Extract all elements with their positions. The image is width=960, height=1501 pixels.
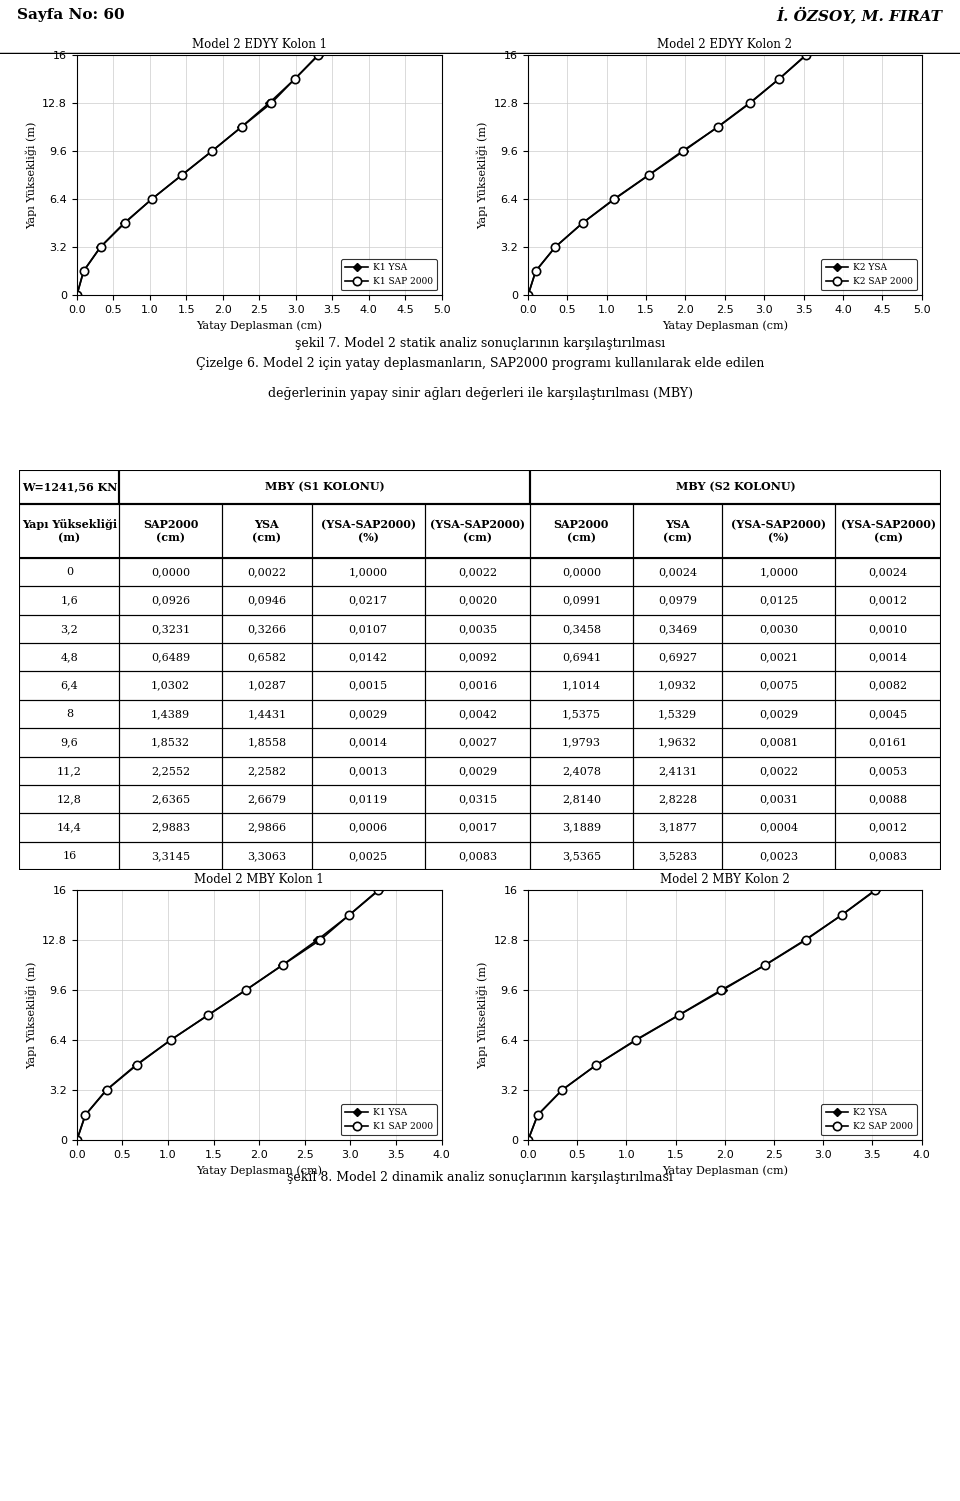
- Text: (YSA-SAP2000)
(%): (YSA-SAP2000) (%): [321, 519, 416, 543]
- K1 YSA: [95, 239, 107, 257]
- K2 SAP 2000: [532, 1106, 543, 1124]
- Text: 1,5375: 1,5375: [562, 708, 601, 719]
- Text: 0,0142: 0,0142: [348, 653, 388, 662]
- K2 SAP 2000: [549, 239, 561, 257]
- K1 SAP 2000: [289, 71, 300, 89]
- Text: 3,5283: 3,5283: [658, 851, 697, 860]
- Text: 2,6365: 2,6365: [151, 794, 190, 805]
- Text: 2,6679: 2,6679: [248, 794, 286, 805]
- K1 YSA: [240, 982, 252, 1000]
- Text: 0,0016: 0,0016: [458, 680, 497, 690]
- Legend: K1 YSA, K1 SAP 2000: K1 YSA, K1 SAP 2000: [341, 260, 437, 291]
- K2 SAP 2000: [800, 47, 811, 65]
- Text: Çizelge 6. Model 2 için yatay deplasmanların, SAP2000 programı kullanılarak elde: Çizelge 6. Model 2 için yatay deplasmanl…: [196, 357, 764, 369]
- Line: K1 YSA: K1 YSA: [74, 887, 382, 1144]
- Text: 0,0075: 0,0075: [759, 680, 799, 690]
- K2 YSA: [678, 143, 689, 161]
- Text: 0,0017: 0,0017: [458, 823, 497, 833]
- K1 YSA: [344, 907, 355, 925]
- K1 SAP 2000: [177, 167, 188, 185]
- Text: SAP2000
(cm): SAP2000 (cm): [143, 519, 199, 543]
- K1 SAP 2000: [314, 931, 325, 949]
- X-axis label: Yatay Deplasman (cm): Yatay Deplasman (cm): [661, 1165, 788, 1175]
- Text: MBY (S2 KOLONU): MBY (S2 KOLONU): [676, 482, 795, 492]
- Text: 12,8: 12,8: [57, 794, 82, 805]
- Text: 0,0083: 0,0083: [458, 851, 497, 860]
- Text: 0,0013: 0,0013: [348, 766, 388, 776]
- K2 SAP 2000: [773, 71, 784, 89]
- Text: 11,2: 11,2: [57, 766, 82, 776]
- Text: 1,1014: 1,1014: [562, 680, 601, 690]
- Text: 2,8228: 2,8228: [658, 794, 697, 805]
- K2 SAP 2000: [673, 1006, 684, 1024]
- K1 SAP 2000: [277, 956, 289, 974]
- K1 SAP 2000: [372, 881, 384, 899]
- K1 YSA: [146, 191, 157, 209]
- Text: 0,0315: 0,0315: [458, 794, 497, 805]
- Y-axis label: Yapı Yüksekliği (m): Yapı Yüksekliği (m): [476, 961, 488, 1069]
- Text: 0,0014: 0,0014: [348, 737, 388, 747]
- Text: Sayfa No: 60: Sayfa No: 60: [17, 8, 125, 23]
- Text: 0,0082: 0,0082: [869, 680, 907, 690]
- Text: 0,0979: 0,0979: [658, 596, 697, 605]
- Text: 2,4131: 2,4131: [658, 766, 697, 776]
- K2 YSA: [744, 95, 756, 113]
- Text: 0,0119: 0,0119: [348, 794, 388, 805]
- K1 YSA: [263, 95, 275, 113]
- K1 YSA: [71, 1130, 83, 1148]
- Text: W=1241,56 KN: W=1241,56 KN: [22, 482, 117, 492]
- Text: 0,6941: 0,6941: [562, 653, 601, 662]
- Text: 0,0024: 0,0024: [658, 567, 697, 578]
- Text: 0,3469: 0,3469: [658, 624, 697, 633]
- Text: 2,9866: 2,9866: [247, 823, 286, 833]
- Text: 2,9883: 2,9883: [151, 823, 190, 833]
- K2 SAP 2000: [590, 1057, 602, 1075]
- K2 YSA: [711, 119, 723, 137]
- Text: 3,1889: 3,1889: [562, 823, 601, 833]
- Text: 0,0015: 0,0015: [348, 680, 388, 690]
- Text: 0,0946: 0,0946: [247, 596, 286, 605]
- Text: şekil 8. Model 2 dinamik analiz sonuçlarının karşılaştırılması: şekil 8. Model 2 dinamik analiz sonuçlar…: [287, 1171, 673, 1184]
- Text: 0,6927: 0,6927: [658, 653, 697, 662]
- X-axis label: Yatay Deplasman (cm): Yatay Deplasman (cm): [661, 320, 788, 330]
- Text: 3,3063: 3,3063: [247, 851, 286, 860]
- K2 SAP 2000: [712, 119, 724, 137]
- Text: 0,0107: 0,0107: [348, 624, 388, 633]
- K2 SAP 2000: [715, 982, 727, 1000]
- Line: K1 YSA: K1 YSA: [74, 53, 322, 299]
- Text: 3,5365: 3,5365: [562, 851, 601, 860]
- K1 SAP 2000: [132, 1057, 143, 1075]
- Text: 0,0027: 0,0027: [458, 737, 497, 747]
- Text: 2,2552: 2,2552: [151, 766, 190, 776]
- K2 SAP 2000: [643, 167, 655, 185]
- K2 SAP 2000: [677, 143, 688, 161]
- Text: 2,2582: 2,2582: [247, 766, 286, 776]
- Text: 0,0035: 0,0035: [458, 624, 497, 633]
- K1 SAP 2000: [101, 1081, 112, 1099]
- K2 SAP 2000: [522, 287, 534, 305]
- Text: 0,0042: 0,0042: [458, 708, 497, 719]
- K2 SAP 2000: [609, 191, 620, 209]
- Text: 0,0012: 0,0012: [869, 596, 907, 605]
- K2 YSA: [522, 287, 534, 305]
- Text: YSA
(cm): YSA (cm): [663, 519, 692, 543]
- Text: 0,0006: 0,0006: [348, 823, 388, 833]
- K2 SAP 2000: [630, 1031, 641, 1049]
- K2 SAP 2000: [759, 956, 771, 974]
- K2 YSA: [577, 215, 588, 233]
- Text: 4,8: 4,8: [60, 653, 78, 662]
- Text: (YSA-SAP2000)
(cm): (YSA-SAP2000) (cm): [841, 519, 935, 543]
- K1 YSA: [71, 287, 83, 305]
- Text: 3,1877: 3,1877: [658, 823, 697, 833]
- Text: 0,3231: 0,3231: [151, 624, 190, 633]
- Line: K2 SAP 2000: K2 SAP 2000: [524, 51, 810, 299]
- Text: 1,8558: 1,8558: [247, 737, 286, 747]
- Text: 1,0000: 1,0000: [348, 567, 388, 578]
- Title: Model 2 MBY Kolon 2: Model 2 MBY Kolon 2: [660, 874, 790, 886]
- K2 SAP 2000: [557, 1081, 568, 1099]
- K1 YSA: [78, 263, 89, 281]
- Title: Model 2 EDYY Kolon 1: Model 2 EDYY Kolon 1: [192, 38, 326, 51]
- K1 YSA: [131, 1057, 142, 1075]
- Text: 0,0030: 0,0030: [759, 624, 799, 633]
- K1 SAP 2000: [80, 1106, 91, 1124]
